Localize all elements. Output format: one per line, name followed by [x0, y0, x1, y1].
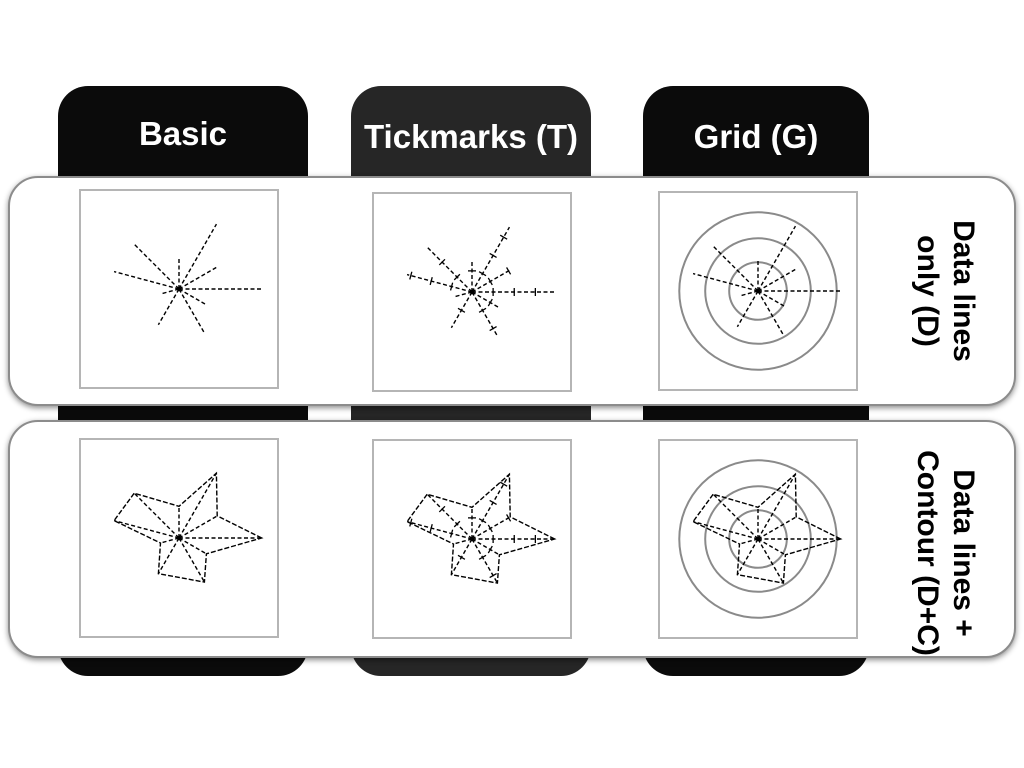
data-line [712, 493, 759, 540]
data-line [692, 272, 759, 292]
star-glyph [678, 459, 843, 619]
data-line [178, 515, 218, 539]
tickmark [506, 514, 512, 522]
data-line [757, 225, 797, 292]
data-line [712, 245, 759, 292]
tickmark [478, 271, 487, 277]
data-line [178, 266, 218, 290]
data-line [757, 268, 797, 292]
star-glyph [406, 472, 557, 584]
glyph-cell [79, 189, 279, 389]
row-label-data-lines-contour: Data lines + Contour (D+C) [911, 450, 980, 656]
data-line [426, 246, 473, 293]
tickmark [429, 277, 433, 286]
data-line [736, 290, 759, 328]
glyph-cell [658, 439, 858, 639]
column-title-grid: Grid (G) [693, 118, 819, 155]
data-line [692, 520, 759, 540]
data-line [133, 492, 180, 539]
data-line [178, 537, 206, 583]
tickmark [478, 307, 487, 313]
data-line [133, 243, 180, 290]
data-line [178, 288, 207, 306]
glyph-cell [658, 191, 858, 391]
tickmark [478, 518, 487, 524]
column-title-basic: Basic [138, 115, 228, 152]
data-line [471, 269, 511, 293]
glyph-center [176, 286, 182, 292]
data-line [157, 288, 180, 326]
star-glyph [113, 223, 262, 334]
tickmark [489, 326, 497, 332]
data-line [739, 290, 759, 297]
tickmark [453, 273, 461, 281]
data-line [406, 273, 473, 293]
tickmark [438, 258, 446, 266]
glyph-center [755, 288, 761, 294]
tickmark [487, 277, 493, 286]
data-line [160, 288, 180, 295]
glyph-center [176, 535, 182, 541]
data-line [160, 537, 180, 544]
data-line [471, 473, 511, 540]
tickmark [409, 271, 413, 280]
data-line [113, 270, 180, 290]
star-glyph [678, 211, 841, 371]
data-line [739, 538, 759, 545]
tickmark [453, 520, 461, 528]
tickmark [489, 499, 497, 505]
row-label-data-lines: Data lines only (D) [911, 220, 980, 362]
data-line [471, 516, 511, 540]
contour-line [406, 472, 557, 584]
star-glyph [113, 471, 264, 583]
data-line [178, 223, 218, 290]
tickmark [499, 481, 508, 487]
data-line [471, 538, 500, 556]
contour-line [692, 472, 843, 584]
tickmark [499, 234, 508, 240]
data-line [757, 290, 786, 308]
data-line [736, 538, 759, 576]
data-line [426, 493, 473, 540]
star-glyph [406, 226, 555, 337]
tickmark [438, 505, 446, 513]
tickmark [506, 267, 512, 275]
tickmark [429, 524, 433, 533]
data-line [471, 226, 511, 293]
tickmark [478, 554, 487, 560]
data-line [757, 290, 785, 336]
glyph-cell [79, 438, 279, 638]
data-line [757, 473, 797, 540]
tickmark [449, 529, 454, 538]
tickmark [487, 545, 493, 554]
tickmark [457, 307, 466, 313]
glyph-center [469, 289, 475, 295]
data-line [406, 520, 473, 540]
tickmark [489, 252, 497, 258]
tickmark [487, 298, 493, 307]
data-line [757, 538, 785, 584]
data-line [113, 519, 180, 539]
glyph-center [469, 536, 475, 542]
tickmark [449, 282, 454, 291]
data-line [471, 291, 500, 309]
tickmark [457, 554, 466, 560]
data-line [757, 516, 797, 540]
data-line [178, 472, 218, 539]
data-line [178, 288, 206, 334]
column-title-tickmarks: Tickmarks (T) [364, 118, 578, 155]
glyph-center [755, 536, 761, 542]
data-line [178, 537, 207, 555]
data-line [157, 537, 180, 575]
tickmark [487, 524, 493, 533]
contour-line [113, 471, 264, 583]
glyph-cell [372, 439, 572, 639]
data-line [453, 291, 473, 298]
tickmark [409, 518, 413, 527]
data-line [757, 538, 786, 556]
tickmark [489, 573, 497, 579]
data-line [453, 538, 473, 545]
glyph-cell [372, 192, 572, 392]
